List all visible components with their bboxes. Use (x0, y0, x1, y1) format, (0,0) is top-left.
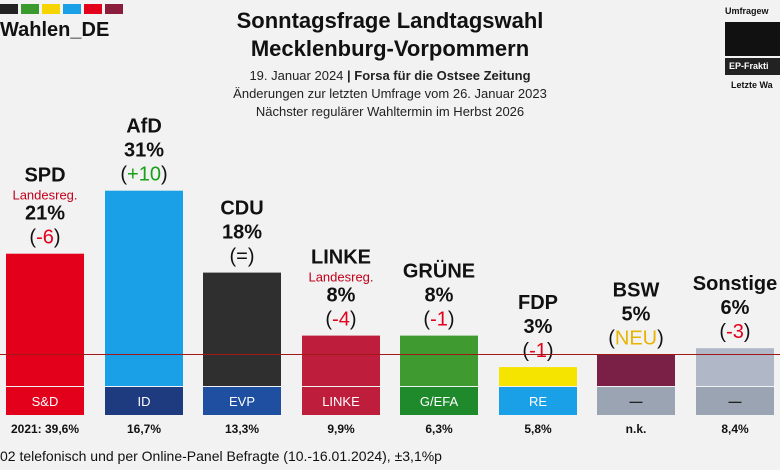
party-label: FDP (518, 292, 558, 314)
value-label: 8% (425, 285, 454, 307)
value-label: 5% (622, 304, 651, 326)
chart-title-line2: Mecklenburg-Vorpommern (250, 36, 530, 61)
last-election-value: 2021: 39,6% (11, 422, 79, 436)
value-label: 21% (25, 203, 65, 225)
ep-group-label: — (729, 394, 742, 409)
brand-color-swatch (105, 4, 123, 14)
change-label: (NEU) (608, 328, 664, 350)
change-label: (-4) (325, 309, 356, 331)
note-label: Landesreg. (12, 188, 77, 203)
party-label: SPD (24, 165, 65, 187)
value-label: 3% (524, 316, 553, 338)
party-label: Sonstige (693, 273, 777, 295)
party-label: CDU (220, 198, 263, 220)
bar-bsw (597, 354, 675, 386)
subtitle-date-institute: 19. Januar 2024 | Forsa für die Ostsee Z… (150, 67, 630, 84)
brand-logo: Wahlen_DE (0, 19, 110, 41)
bar-linke (302, 335, 380, 386)
brand-color-swatch (42, 4, 60, 14)
value-label: 6% (721, 297, 750, 319)
party-label: LINKE (311, 247, 371, 269)
ep-group-box (302, 387, 380, 415)
ep-group-label: ID (138, 394, 151, 409)
change-label: (-3) (719, 321, 750, 343)
brand-color-strip (0, 4, 123, 14)
bar-grüne (400, 335, 478, 386)
bar-afd (105, 190, 183, 386)
legend-ep-label: EP-Frakti (725, 58, 780, 75)
chart-title-line1: Sonntagsfrage Landtagswahl (236, 8, 544, 33)
change-label: (-1) (423, 309, 454, 331)
ep-group-box (499, 387, 577, 415)
last-election-value: 9,9% (327, 422, 355, 436)
change-label: (+10) (120, 164, 167, 186)
changes-note: Änderungen zur letzten Umfrage vom 26. J… (233, 86, 547, 101)
ep-group-label: G/EFA (420, 394, 459, 409)
party-label: AfD (126, 116, 162, 138)
bar-sonstige (696, 348, 774, 386)
ep-group-box (6, 387, 84, 415)
note-label: Landesreg. (308, 270, 373, 285)
brand-color-swatch (0, 4, 18, 14)
legend: Umfragew EP-Frakti Letzte Wa (725, 6, 780, 90)
ep-group-label: LINKE (322, 394, 360, 409)
change-label: (-1) (522, 340, 553, 362)
last-election-value: 13,3% (225, 422, 259, 436)
survey-institute: Forsa für die Ostsee Zeitung (354, 68, 531, 83)
brand-color-swatch (84, 4, 102, 14)
ep-group-label: EVP (229, 394, 255, 409)
change-label: (=) (229, 246, 254, 268)
last-election-value: 5,8% (524, 422, 552, 436)
ep-group-label: RE (529, 394, 547, 409)
ep-group-box (696, 387, 774, 415)
ep-group-box (203, 387, 281, 415)
bar-fdp (499, 367, 577, 386)
change-label: (-6) (29, 227, 60, 249)
brand-color-swatch (63, 4, 81, 14)
legend-last-label: Letzte Wa (731, 80, 773, 90)
party-label: GRÜNE (403, 260, 475, 283)
footer-note: 02 telefonisch und per Online-Panel Befr… (0, 448, 442, 464)
last-election-value: n.k. (626, 422, 647, 436)
last-election-value: 6,3% (425, 422, 453, 436)
ep-group-box (105, 387, 183, 415)
bar-spd (6, 253, 84, 386)
last-election-value: 16,7% (127, 422, 161, 436)
legend-title: Umfragew (725, 6, 769, 16)
survey-date: 19. Januar 2024 (249, 68, 344, 83)
value-label: 31% (124, 140, 164, 162)
brand-color-swatch (21, 4, 39, 14)
bar-cdu (203, 272, 281, 386)
ep-group-box (400, 387, 478, 415)
ep-group-box (597, 387, 675, 415)
value-label: 8% (327, 285, 356, 307)
next-election-note: Nächster regulärer Wahltermin im Herbst … (255, 104, 525, 119)
ep-group-label: S&D (32, 394, 59, 409)
legend-poll-swatch (725, 22, 780, 56)
separator: | (347, 68, 351, 83)
value-label: 18% (222, 222, 262, 244)
ep-group-label: — (630, 394, 643, 409)
party-label: BSW (613, 280, 660, 302)
last-election-value: 8,4% (721, 422, 749, 436)
